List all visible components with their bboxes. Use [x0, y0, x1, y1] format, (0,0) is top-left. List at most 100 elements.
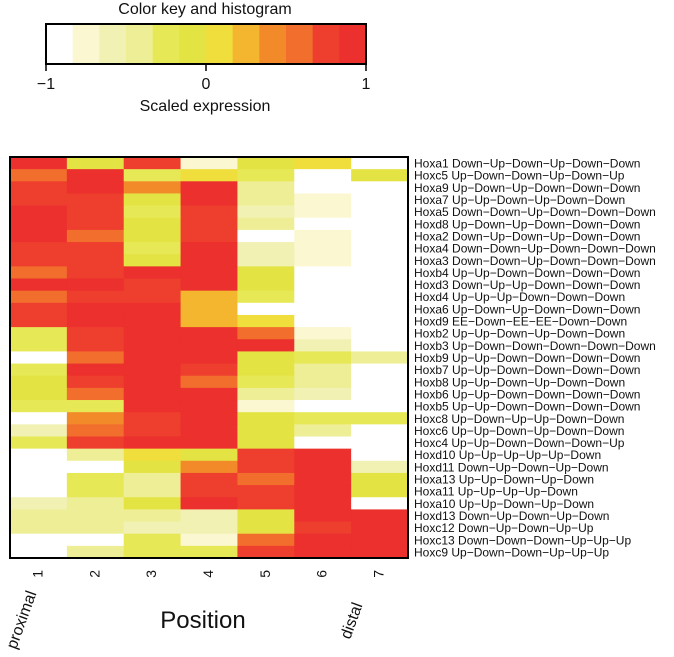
heatmap-cell: [294, 545, 352, 559]
heatmap-cell: [10, 400, 68, 413]
heatmap-cell: [351, 424, 409, 438]
heatmap-cell: [294, 412, 352, 425]
heatmap-cell: [237, 375, 295, 389]
heatmap-cell: [66, 290, 125, 304]
row-label: Hoxc12 Down−Up−Down−Up−Up: [414, 521, 594, 535]
color-key-tick-label: 0: [202, 76, 211, 93]
heatmap-cell: [237, 448, 295, 462]
heatmap-cell: [123, 302, 182, 316]
color-key-swatch: [152, 24, 180, 64]
heatmap-cell: [237, 485, 295, 498]
heatmap-cell: [294, 266, 352, 280]
heatmap-cell: [351, 387, 409, 401]
heatmap-cell: [237, 351, 295, 365]
heatmap-cell: [66, 278, 125, 292]
heatmap-cell: [180, 424, 239, 438]
heatmap-cell: [180, 448, 239, 462]
heatmap-cell: [123, 181, 182, 195]
heatmap-cell: [351, 327, 409, 340]
row-label: Hoxa7 Up−Up−Down−Up−Down−Down: [414, 193, 625, 207]
row-label: Hoxb5 Up−Up−Down−Down−Down−Down: [414, 400, 640, 414]
heatmap-cell: [123, 290, 182, 304]
heatmap-cell: [237, 497, 295, 510]
heatmap-cell: [237, 254, 295, 267]
row-label: Hoxb3 Up−Down−Down−Down−Down−Down: [414, 339, 656, 353]
heatmap-cell: [123, 327, 182, 340]
heatmap-cell: [294, 290, 352, 304]
heatmap-cell: [294, 181, 352, 195]
heatmap-cell: [10, 266, 68, 280]
heatmap-cell: [66, 242, 125, 255]
heatmap-cell: [123, 387, 182, 401]
heatmap-cell: [123, 229, 182, 243]
heatmap-cell: [180, 157, 239, 170]
row-label: Hoxb2 Up−Up−Down−Up−Down−Down: [414, 327, 625, 341]
row-label: Hoxc8 Up−Down−Up−Up−Down−Down: [414, 412, 624, 426]
heatmap-cell: [351, 400, 409, 413]
row-label: Hoxa10 Up−Up−Down−Up−Down: [414, 497, 594, 511]
heatmap-cell: [294, 533, 352, 547]
heatmap-cell: [10, 412, 68, 425]
heatmap-cell: [294, 229, 352, 243]
heatmap-cell: [123, 424, 182, 438]
color-key-swatch: [179, 24, 207, 64]
heatmap-cell: [180, 205, 239, 219]
heatmap-cell: [10, 497, 68, 510]
heatmap-cell: [10, 278, 68, 292]
heatmap-cell: [123, 448, 182, 462]
heatmap-cell: [10, 229, 68, 243]
heatmap-cell: [66, 254, 125, 267]
heatmap-cell: [123, 375, 182, 389]
heatmap-cell: [351, 472, 409, 486]
heatmap-cell: [237, 242, 295, 255]
row-label: Hoxa11 Up−Up−Up−Up−Down: [414, 485, 578, 499]
heatmap-cell: [351, 290, 409, 304]
heatmap-cell: [237, 217, 295, 231]
heatmap-cell: [10, 193, 68, 207]
row-label: Hoxa2 Down−Up−Down−Up−Down−Down: [414, 229, 640, 243]
heatmap-cell: [237, 400, 295, 413]
heatmap-cell: [10, 509, 68, 523]
row-label: Hoxd11 Down−Up−Down−Up−Down: [414, 460, 609, 474]
heatmap-cell: [66, 217, 125, 231]
heatmap-cell: [351, 242, 409, 255]
heatmap-cell: [294, 424, 352, 438]
heatmap-cell: [66, 400, 125, 413]
row-label: Hoxc9 Up−Down−Down−Up−Up−Up: [414, 545, 609, 559]
heatmap-cell: [10, 302, 68, 316]
heatmap-cell: [180, 497, 239, 510]
heatmap-cell: [294, 254, 352, 267]
heatmap-cell: [66, 157, 125, 170]
row-label: Hoxc13 Down−Down−Down−Up−Up−Up: [414, 533, 631, 547]
heatmap-cell: [294, 157, 352, 170]
heatmap-cell: [180, 375, 239, 389]
heatmap-cell: [66, 424, 125, 438]
heatmap-cell: [66, 351, 125, 365]
heatmap-cell: [10, 424, 68, 438]
heatmap-cell: [10, 545, 68, 559]
color-key-swatch: [46, 24, 74, 64]
row-label: Hoxa1 Down−Up−Down−Up−Down−Down: [414, 157, 640, 171]
heatmap-cell: [10, 436, 68, 450]
heatmap-cell: [180, 545, 239, 559]
heatmap-cell: [123, 242, 182, 255]
heatmap-cell: [237, 266, 295, 280]
heatmap-cell: [123, 266, 182, 280]
column-label: 4: [200, 570, 216, 578]
column-label: 6: [314, 570, 330, 578]
heatmap-cell: [180, 363, 239, 377]
row-label: Hoxd9 EE−Down−EE−EE−Down−Down: [414, 315, 627, 329]
column-labels: 1 2 3 4 5 6 7: [29, 570, 386, 578]
heatmap-cell: [351, 363, 409, 377]
heatmap-cell: [180, 254, 239, 267]
heatmap-cell: [237, 327, 295, 340]
heatmap-cell: [10, 314, 68, 328]
heatmap-cell: [10, 448, 68, 462]
x-axis-label: Position: [160, 607, 245, 634]
heatmap-cell: [66, 205, 125, 219]
row-label: Hoxa5 Down−Down−Up−Down−Down−Down: [414, 205, 656, 219]
heatmap-cell: [351, 521, 409, 535]
heatmap-cell: [10, 242, 68, 255]
heatmap-cell: [237, 509, 295, 523]
heatmap-cell: [123, 412, 182, 425]
